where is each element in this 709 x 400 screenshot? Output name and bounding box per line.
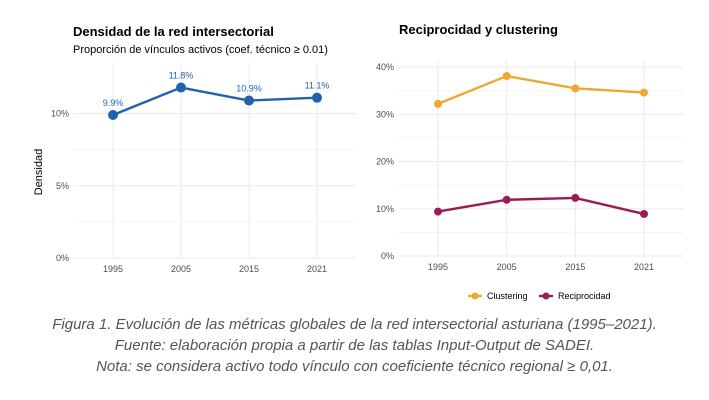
data-point [571, 193, 580, 202]
figure-caption: Figura 1. Evolución de las métricas glob… [0, 314, 709, 377]
reciprocity-clustering-chart: Reciprocidad y clustering 0% 10% 20% 30% 40%… [376, 22, 684, 301]
y-tick-label: 0% [56, 253, 69, 263]
reciprocity-legend: Clustering Reciprocidad [468, 291, 611, 301]
data-point [434, 207, 442, 216]
y-tick-label: 30% [376, 109, 394, 119]
x-tick-label: 1995 [428, 262, 448, 272]
series-line-clustering [437, 74, 645, 106]
reciprocity-y-ticks: 0% 10% 20% 30% 40% [376, 62, 394, 261]
density-y-axis-label: Densidad [33, 149, 45, 195]
x-tick-label: 2015 [565, 262, 585, 272]
y-tick-label: 10% [376, 204, 394, 214]
series-line-reciprocidad [437, 196, 645, 216]
x-tick-label: 2015 [239, 264, 259, 274]
y-tick-label: 10% [51, 109, 69, 119]
data-point [312, 92, 322, 103]
reciprocity-points [434, 72, 648, 218]
reciprocity-gridlines [398, 60, 684, 257]
data-label: 11.8% [169, 71, 194, 81]
data-point [640, 209, 648, 218]
legend-label: Clustering [487, 291, 528, 301]
data-point [434, 99, 442, 108]
density-chart: Densidad de la red intersectorial Propor… [33, 24, 357, 274]
caption-title: Figura 1. Evolución de las métricas glob… [52, 316, 657, 333]
density-x-ticks: 1995 2005 2015 2021 [103, 264, 327, 274]
data-point [640, 88, 648, 97]
x-tick-label: 2021 [634, 262, 654, 272]
density-chart-subtitle: Proporción de vínculos activos (coef. té… [73, 44, 328, 56]
density-y-ticks: 0% 5% 10% [51, 109, 69, 263]
density-gridlines [73, 63, 357, 259]
caption-note: Nota: se considera activo todo vínculo c… [96, 358, 613, 375]
y-tick-label: 0% [381, 251, 394, 261]
data-point [244, 95, 254, 106]
y-tick-label: 20% [376, 157, 394, 167]
data-point [108, 110, 118, 120]
reciprocity-x-ticks: 1995 2005 2015 2021 [428, 262, 654, 272]
x-tick-label: 2005 [171, 264, 191, 274]
data-label: 10.9% [236, 84, 262, 94]
x-tick-label: 1995 [103, 264, 123, 274]
data-label: 11.1% [305, 81, 330, 91]
series-line-densidad [112, 86, 318, 117]
caption-source: Fuente: elaboración propia a partir de l… [114, 337, 595, 354]
density-chart-title: Densidad de la red intersectorial [73, 24, 274, 39]
x-tick-label: 2021 [307, 264, 327, 274]
data-point [176, 82, 186, 93]
legend-swatch-point [542, 292, 550, 300]
density-data-labels: 9.9% 11.8% 10.9% 11.1% [103, 71, 330, 108]
density-series [112, 86, 318, 117]
data-label: 9.9% [103, 98, 124, 108]
data-point [502, 72, 511, 81]
reciprocity-series [437, 74, 645, 216]
y-tick-label: 40% [376, 62, 394, 72]
y-tick-label: 5% [56, 181, 69, 191]
x-tick-label: 2005 [497, 262, 517, 272]
data-point [571, 84, 580, 93]
reciprocity-chart-title: Reciprocidad y clustering [399, 22, 558, 37]
data-point [502, 195, 511, 204]
legend-label: Reciprocidad [558, 291, 611, 301]
density-points [108, 82, 322, 120]
legend-swatch-point [471, 292, 479, 300]
